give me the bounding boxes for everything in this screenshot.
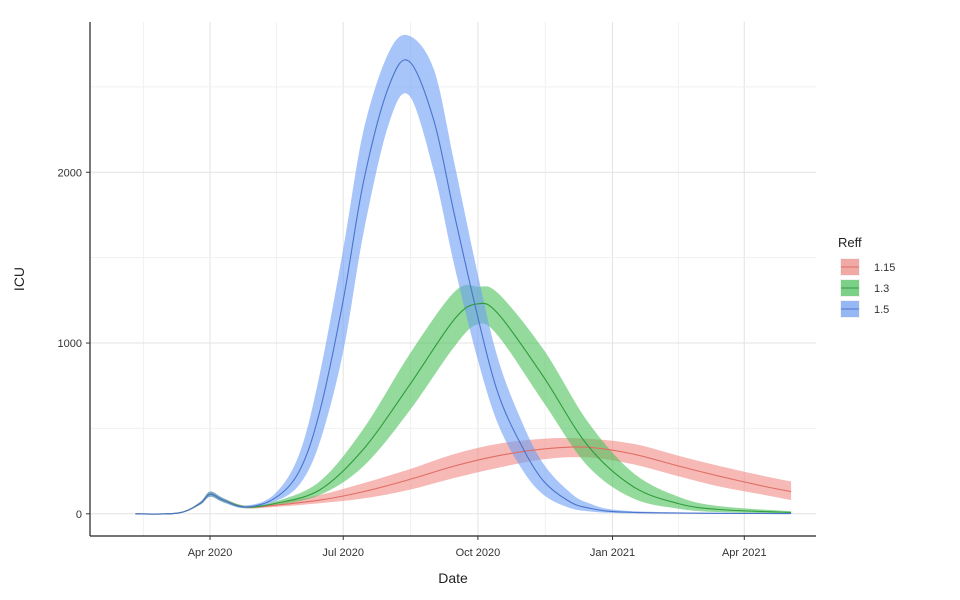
band-reff-1-5 (135, 34, 792, 515)
x-axis-title: Date (438, 570, 468, 586)
y-tick-label: 0 (76, 509, 82, 521)
legend-title: Reff (838, 235, 862, 250)
x-tick-label: Oct 2020 (456, 547, 501, 559)
x-axis-ticks: Apr 2020 Jul 2020 Oct 2020 Jan 2021 Apr 2021 (188, 536, 767, 559)
line-reff-1-5 (135, 59, 792, 515)
x-tick-label: Jan 2021 (590, 547, 635, 559)
legend-label: 1.5 (874, 304, 889, 316)
y-axis-title: ICU (11, 267, 27, 291)
y-tick-label: 1000 (58, 338, 82, 350)
y-axis-ticks: 0 1000 2000 (58, 167, 90, 521)
plot-panel (90, 22, 816, 536)
band-reff-1-3 (135, 284, 792, 515)
confidence-bands (135, 34, 792, 515)
legend-label: 1.15 (874, 262, 895, 274)
legend-label: 1.3 (874, 283, 889, 295)
band-reff-1-15 (135, 438, 792, 515)
legend: Reff 1.15 1.3 1.5 (838, 235, 895, 318)
y-tick-label: 2000 (58, 167, 82, 179)
series-lines (135, 59, 792, 515)
x-tick-label: Apr 2021 (722, 547, 767, 559)
x-tick-label: Apr 2020 (188, 547, 233, 559)
x-tick-label: Jul 2020 (322, 547, 364, 559)
